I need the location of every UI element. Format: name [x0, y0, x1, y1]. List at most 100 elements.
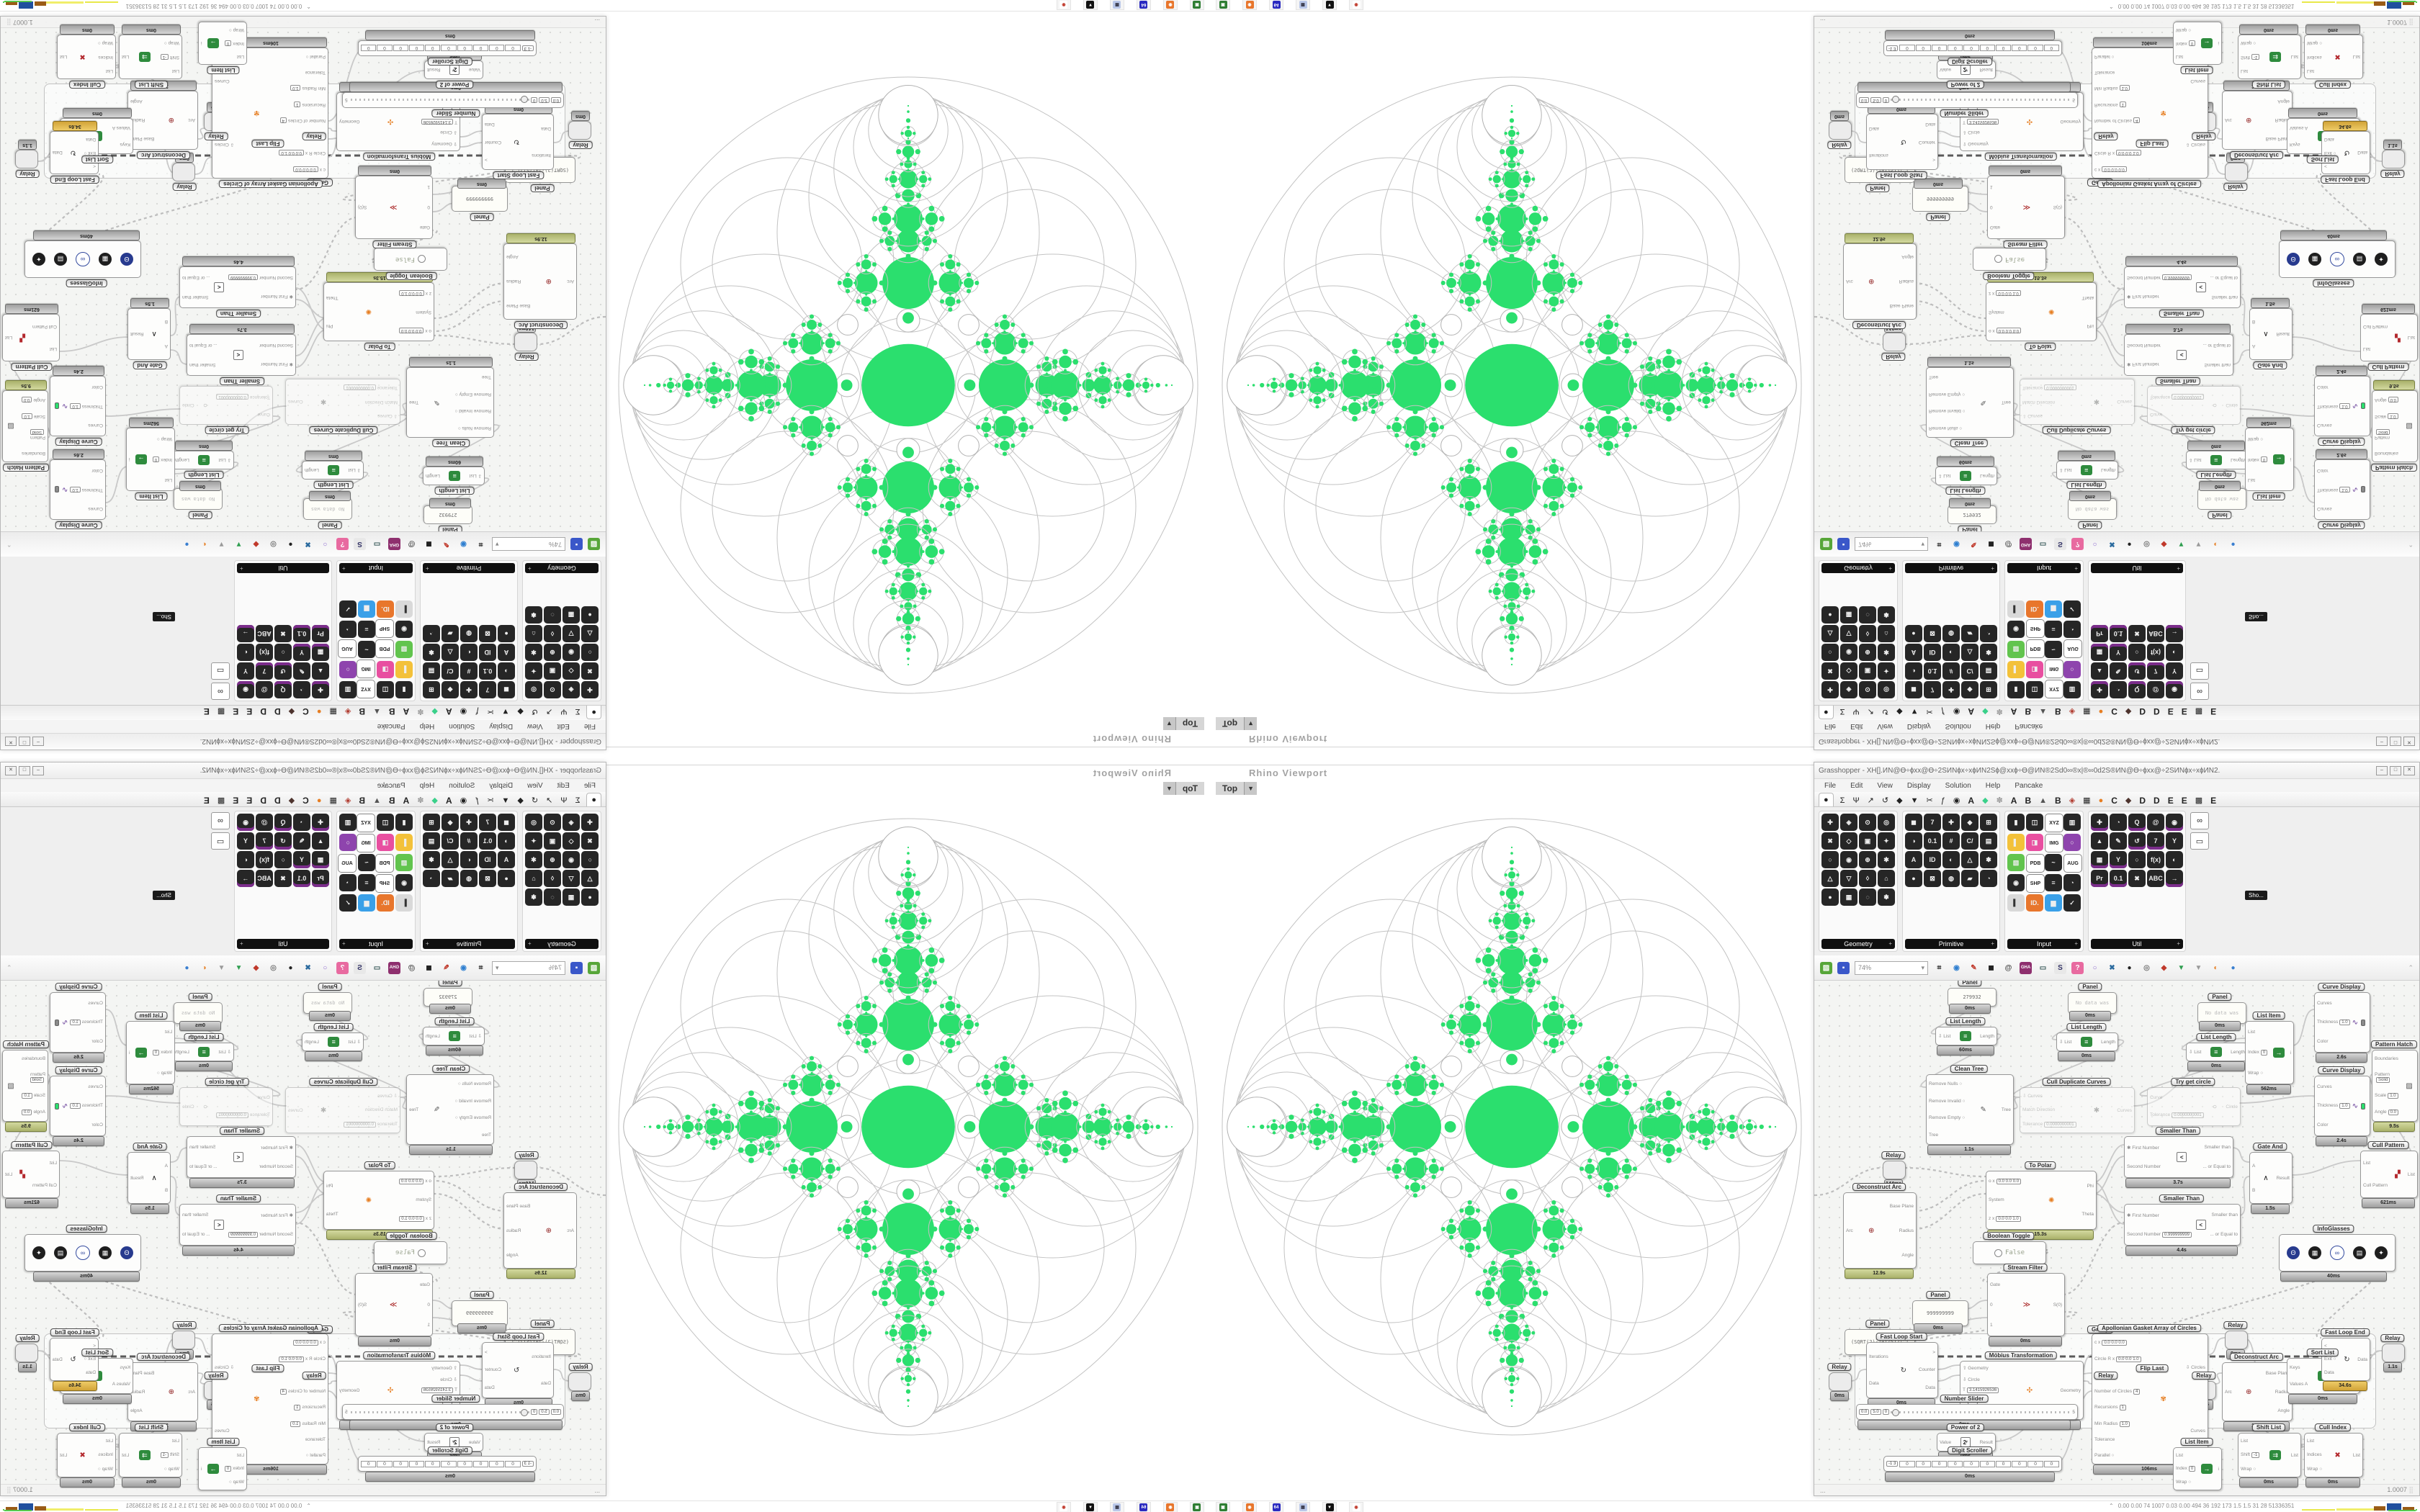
palette-icon[interactable]: ◇ — [1840, 662, 1857, 680]
menu-display[interactable]: Display — [489, 781, 514, 790]
palette-icon[interactable]: ▌ — [2007, 834, 2025, 851]
palette-icon[interactable]: → — [2166, 625, 2183, 642]
firefox-icon[interactable]: ◉ — [1242, 1502, 1257, 1512]
tab-15[interactable]: ▲ — [372, 796, 381, 805]
palette-icon[interactable]: f(x) — [2147, 851, 2164, 868]
palette-icon[interactable]: ▧ — [395, 854, 413, 871]
palette-icon[interactable]: f(x) — [256, 851, 273, 868]
tab-25[interactable]: E — [233, 796, 239, 806]
palette-icon[interactable]: ⊞ — [423, 814, 440, 831]
calculator-icon[interactable]: ▦ — [1296, 0, 1310, 10]
gem-icon[interactable]: ◆ — [2161, 540, 2167, 549]
gh-titlebar[interactable]: Grasshopper - XH[].ИN@Ө÷ɸxx@Ө÷2SИNɸx÷xɸИ… — [1814, 733, 2419, 750]
menu-edit[interactable]: Edit — [1850, 722, 1863, 731]
floppy-64-icon[interactable]: 64 — [1137, 0, 1151, 10]
palette-icon[interactable]: # — [1942, 832, 1960, 850]
black-arrow-app-icon[interactable]: ▼ — [1322, 1502, 1337, 1512]
palette-group-label[interactable]: Util + — [2091, 939, 2183, 949]
pin-grey-icon[interactable]: ▼ — [218, 963, 225, 972]
palette-group-label[interactable]: Primitive + — [1905, 563, 1997, 573]
gh-node-body[interactable]: No data was — [2197, 488, 2246, 510]
palette-icon[interactable]: ▧ — [2007, 854, 2025, 871]
palette-icon[interactable]: ✖ — [2128, 625, 2146, 642]
palette-icon[interactable]: # — [1942, 662, 1960, 680]
palette-icon[interactable]: ✚ — [1942, 814, 1960, 831]
palette-icon[interactable]: ◍ — [1942, 870, 1960, 887]
palette-icon[interactable]: 7 — [2147, 832, 2164, 850]
gh-node-body[interactable]: ✱ First Number Second Number < Smaller than… — [187, 334, 296, 376]
gh-node-body[interactable]: 999999999 — [452, 186, 508, 212]
tab-14[interactable]: B — [2025, 796, 2032, 806]
viewport-tab-top[interactable]: Top ▼ — [1216, 782, 1258, 795]
scroll-caret-icon[interactable]: ⌃ — [2408, 541, 2414, 549]
palette-icon[interactable]: ▍ — [395, 600, 413, 618]
palette-icon[interactable]: ◫ — [377, 814, 394, 831]
palette-icon[interactable]: XYZ — [357, 814, 375, 832]
palette-icon[interactable]: ◼ — [498, 814, 515, 831]
tab-23[interactable]: D — [260, 706, 266, 716]
tab-25[interactable]: E — [233, 706, 239, 716]
palette-icon[interactable]: ● — [498, 870, 515, 887]
palette-group-label[interactable]: Input + — [2007, 563, 2081, 573]
gh-node-body[interactable]: 999999999 — [1912, 1300, 1968, 1326]
gh-node-body[interactable]: Arc ⊕ Base Plane Radius Angle — [127, 91, 198, 150]
preview-eye-icon[interactable]: ◉ — [1953, 963, 1960, 972]
palette-icon[interactable]: ✖ — [1821, 662, 1839, 680]
menu-pancake[interactable]: Pancake — [377, 781, 405, 790]
tab-14[interactable]: B — [388, 706, 395, 716]
palette-icon[interactable]: ✖ — [1821, 832, 1839, 850]
gh-node-body[interactable]: A B ∧ Result — [2249, 1152, 2293, 1204]
palette-icon[interactable]: Y — [293, 851, 310, 868]
palette-icon[interactable]: @ — [256, 814, 273, 831]
stats-caret-icon[interactable]: ⌃ — [306, 3, 311, 9]
dna-icon[interactable]: ✖ — [2109, 963, 2115, 972]
palette-icon[interactable]: Y — [293, 644, 310, 661]
palette-icon[interactable]: ◔ — [293, 681, 310, 698]
palette-icon[interactable]: 7 — [479, 681, 496, 698]
tab-11[interactable]: ◆ — [431, 707, 438, 716]
gh-node-body[interactable]: Θ ▦ ∞ ▤ ✦ — [24, 1234, 141, 1272]
palette-icon[interactable]: ✚ — [312, 681, 329, 698]
tab-20[interactable]: C — [2111, 706, 2118, 716]
stats-caret-icon[interactable]: ⌃ — [2109, 3, 2114, 9]
menu-help[interactable]: Help — [419, 722, 435, 731]
pin-green-icon[interactable]: ▼ — [235, 540, 243, 549]
palette-icon[interactable]: ◨ — [377, 661, 394, 678]
tab-8[interactable]: ƒ — [1940, 707, 1945, 716]
palette-icon[interactable]: ID — [479, 851, 496, 868]
palette-icon[interactable]: ◆ — [442, 814, 459, 831]
floppy-64-icon[interactable]: 64 — [1269, 1502, 1283, 1512]
slider-track[interactable] — [1891, 96, 2071, 104]
palette-icon[interactable]: PDB — [375, 639, 394, 658]
menu-file[interactable]: File — [583, 722, 596, 731]
palette-icon[interactable]: ABC — [2147, 625, 2164, 642]
search-icon[interactable]: S — [354, 961, 366, 974]
menu-display[interactable]: Display — [1906, 781, 1931, 790]
half-ball-icon[interactable]: ◐ — [202, 540, 207, 549]
gh-node-body[interactable]: Θ ▦ ∞ ▤ ✦ — [2279, 1234, 2396, 1272]
palette-icon[interactable]: ⊙ — [544, 814, 561, 831]
palette-icon[interactable]: ✚ — [1821, 681, 1839, 698]
tab-22[interactable]: D — [274, 706, 281, 716]
palette-icon[interactable]: ◇ — [563, 832, 580, 850]
gh-node-body[interactable]: False — [374, 248, 447, 271]
palette-icon[interactable]: ◔ — [2110, 681, 2127, 698]
palette-icon[interactable]: ◉ — [237, 814, 254, 831]
tab-19[interactable]: ● — [2098, 707, 2104, 716]
palette-icon[interactable]: 0.1 — [2110, 870, 2127, 887]
tab-0[interactable]: ● — [586, 793, 601, 806]
palette-icon[interactable]: ◉ — [2166, 681, 2183, 698]
palette-icon[interactable]: ID. — [377, 600, 394, 618]
palette-icon[interactable]: 7 — [256, 832, 273, 850]
palette-icon[interactable]: ▦ — [312, 644, 329, 661]
tab-18[interactable]: ▦ — [2083, 707, 2091, 716]
palette-icon[interactable]: ✎ — [293, 662, 310, 680]
